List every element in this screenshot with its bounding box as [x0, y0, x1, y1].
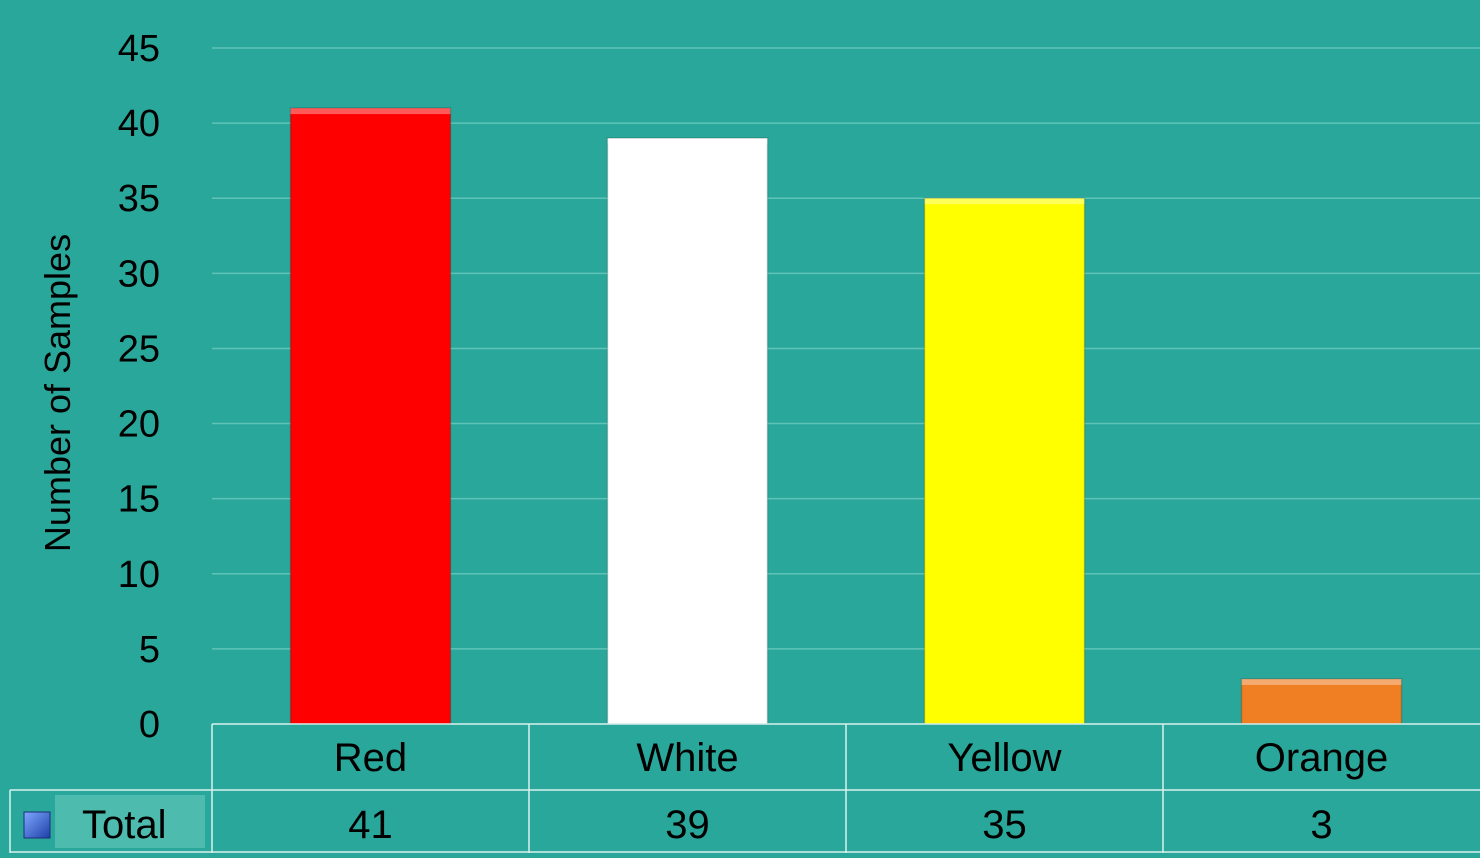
bar-top-bevel [1241, 678, 1402, 685]
bar-yellow [923, 197, 1086, 725]
x-tick-label: Yellow [947, 736, 1061, 780]
y-axis-label: Number of Samples [37, 234, 78, 552]
legend-marker [23, 811, 51, 839]
y-tick-label: 5 [139, 629, 160, 671]
data-table-value: 35 [982, 803, 1027, 847]
y-tick-label: 25 [118, 328, 160, 370]
y-tick-label: 10 [118, 554, 160, 596]
bar-red [289, 107, 452, 725]
bar-white [606, 137, 769, 725]
bars [289, 107, 1403, 725]
data-table: Red 41 White 39 Yellow 35 Orange 3 Total [9, 723, 1480, 853]
y-tick-label: 40 [118, 103, 160, 145]
y-tick-label: 30 [118, 253, 160, 295]
bar-orange [1240, 678, 1403, 725]
x-tick-label: Red [334, 736, 407, 780]
legend-series-name: Total [82, 803, 167, 847]
bar-top-bevel [607, 138, 768, 145]
x-tick-label: Orange [1255, 736, 1388, 780]
legend-cell-background [55, 795, 205, 848]
y-tick-label: 35 [118, 178, 160, 220]
y-tick-label: 20 [118, 404, 160, 446]
data-table-value: 3 [1310, 803, 1332, 847]
y-tick-label: 45 [118, 28, 160, 70]
y-tick-label: 15 [118, 479, 160, 521]
x-tick-label: White [636, 736, 738, 780]
y-tick-label: 0 [139, 704, 160, 746]
y-axis-ticks: 0 5 10 15 20 25 30 35 40 45 [118, 28, 160, 746]
bar-top-bevel [290, 108, 451, 115]
data-table-value: 41 [348, 803, 393, 847]
bar-top-bevel [924, 198, 1085, 205]
data-table-value: 39 [665, 803, 710, 847]
